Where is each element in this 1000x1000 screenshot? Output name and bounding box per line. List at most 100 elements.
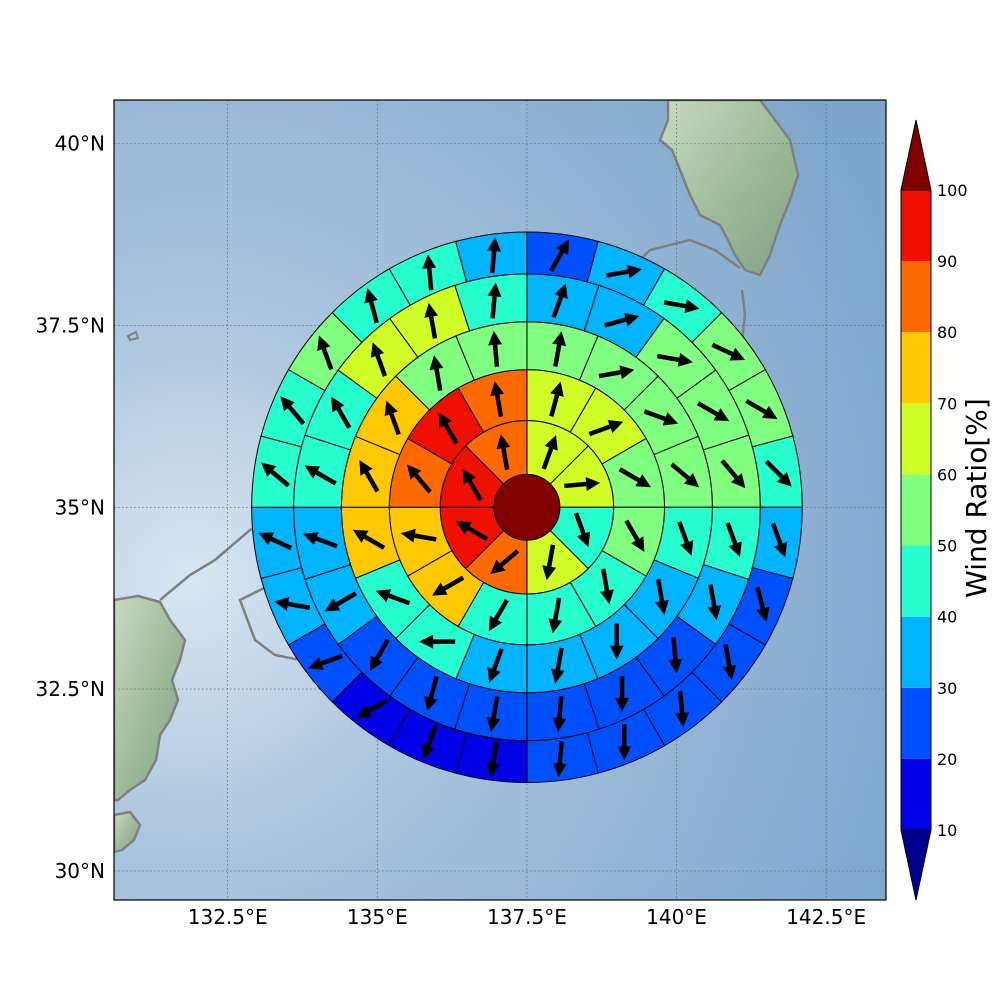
colorbar-tick-label: 30 xyxy=(937,679,957,698)
map-frame xyxy=(113,99,887,901)
wind-arrow xyxy=(552,741,567,778)
colorbar-tick-labels: 10 20 30 40 50 60 70 80 90 100 xyxy=(937,181,968,840)
ring-segment xyxy=(251,435,303,508)
lat-tick-label: 30°N xyxy=(55,859,105,883)
wind-arrow xyxy=(764,459,792,487)
wind-arrow xyxy=(375,589,411,606)
wind-arrow xyxy=(549,239,570,272)
kyushu-land xyxy=(114,594,187,802)
ring-segment xyxy=(526,231,599,283)
wind-arrow xyxy=(308,653,343,671)
colorbar-tick-label: 60 xyxy=(937,465,957,484)
wind-arrow xyxy=(609,623,624,660)
colorbar-segment xyxy=(901,190,931,262)
wind-arrow xyxy=(643,409,679,426)
colorbar-tick-label: 40 xyxy=(937,608,957,627)
colorbar-segment xyxy=(901,758,931,830)
wind-arrow xyxy=(356,698,389,719)
wind-arrow xyxy=(549,381,564,417)
wind-arrow xyxy=(438,412,459,445)
colorbar-outline xyxy=(900,189,932,831)
wind-arrow xyxy=(656,352,693,367)
oki-island-coast xyxy=(126,330,140,342)
wind-arrow xyxy=(696,401,730,422)
wind-arrow xyxy=(456,521,489,542)
lon-tick-label: 137.5°E xyxy=(487,905,567,929)
wind-arrow xyxy=(384,400,401,436)
lat-tick-label: 35°N xyxy=(55,495,105,519)
wind-arrow xyxy=(359,460,380,493)
wind-arrow xyxy=(668,637,683,674)
wind-arrow xyxy=(552,331,567,367)
wind-arrow xyxy=(725,522,742,557)
wind-arrow xyxy=(429,355,444,392)
wind-arrow xyxy=(606,264,642,279)
ring-segment xyxy=(455,231,528,283)
wind-arrow xyxy=(352,529,386,550)
wind-arrow xyxy=(331,396,352,429)
wind-ratio-rings xyxy=(251,231,803,784)
colorbar-tick-label: 80 xyxy=(937,323,957,342)
wind-arrow xyxy=(541,435,558,470)
wind-arrow xyxy=(551,283,568,319)
wind-arrow xyxy=(424,302,439,339)
colorbar-tick-label: 10 xyxy=(937,821,957,840)
wind-arrow xyxy=(604,312,640,328)
wind-arrow xyxy=(675,690,690,727)
wind-arrow xyxy=(486,741,500,778)
wind-arrow xyxy=(598,365,635,380)
wind-arrow xyxy=(424,675,439,712)
ring-segment xyxy=(751,506,803,580)
lat-tick-label: 32.5°N xyxy=(36,677,106,701)
wind-arrow xyxy=(406,464,432,494)
colorbar-tick-label: 70 xyxy=(937,394,957,413)
wind-arrow xyxy=(487,237,502,274)
lon-tick-label: 135°E xyxy=(347,905,408,929)
colorbar-segment xyxy=(901,474,931,546)
ring-segment xyxy=(526,732,599,784)
wind-arrow xyxy=(548,597,563,634)
wind-arrow xyxy=(573,512,591,548)
wind-arrow xyxy=(370,342,388,377)
colorbar-tick-label: 100 xyxy=(937,181,968,200)
wind-arrow xyxy=(615,675,630,712)
lon-tick-label: 132.5°E xyxy=(188,905,268,929)
colorbar-over-extension xyxy=(900,119,932,191)
wind-arrow xyxy=(542,544,557,581)
colorbar-segment xyxy=(901,687,931,759)
wind-arrow xyxy=(618,467,651,488)
wind-arrow xyxy=(304,465,337,486)
wind-arrow xyxy=(260,462,291,488)
wind-arrow xyxy=(369,638,390,671)
colorbar-tick-label: 50 xyxy=(937,537,957,556)
wind-arrow xyxy=(600,568,614,605)
wind-arrow xyxy=(624,519,645,552)
wind-arrow xyxy=(303,532,338,549)
wind-arrow xyxy=(670,462,700,488)
center-disc xyxy=(493,473,561,541)
wind-arrow xyxy=(745,398,778,419)
wind-arrow xyxy=(588,419,624,437)
wind-arrow xyxy=(487,282,502,319)
wind-arrow xyxy=(317,335,334,371)
wind-arrow xyxy=(770,522,788,558)
wind-arrow xyxy=(655,578,669,615)
colorbar-segment xyxy=(901,332,931,404)
wind-arrow xyxy=(711,342,746,361)
longitude-tick-labels: 132.5°E 135°E 137.5°E 140°E 142.5°E xyxy=(188,905,866,929)
wind-arrow xyxy=(364,288,379,324)
wind-arrow xyxy=(419,634,456,649)
latitude-tick-labels: 40°N 37.5°N 35°N 32.5°N 30°N xyxy=(36,132,106,883)
wind-arrow xyxy=(707,584,722,621)
wind-arrow xyxy=(755,586,770,622)
lat-tick-label: 40°N xyxy=(55,132,105,156)
wind-arrow xyxy=(490,381,505,418)
colorbar-label: Wind Ratio[%] xyxy=(960,398,993,598)
wind-arrow xyxy=(617,724,632,761)
wind-arrow xyxy=(496,434,511,471)
wind-arrow xyxy=(324,591,358,612)
wind-arrow xyxy=(274,597,311,611)
wind-arrow xyxy=(722,643,737,680)
wind-arrow xyxy=(462,468,483,502)
